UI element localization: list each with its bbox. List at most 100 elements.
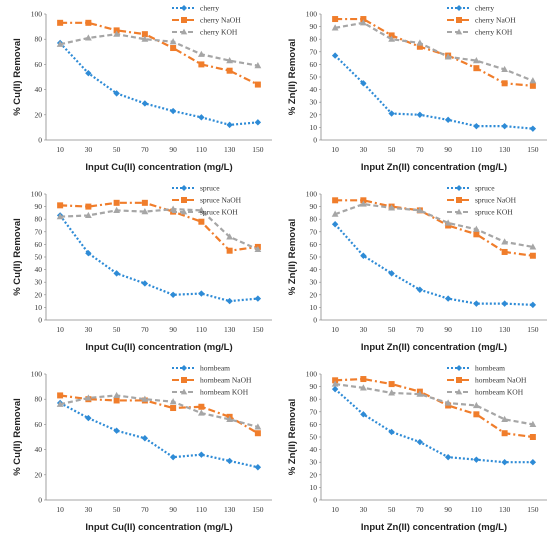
- data-point-square: [254, 81, 261, 88]
- y-tick-label: 80: [35, 215, 43, 224]
- data-point-triangle: [359, 19, 367, 26]
- legend-label: hornbeam NaOH: [200, 376, 252, 385]
- x-axis-label: Input Zn(II) concentration (mg/L): [361, 162, 507, 173]
- y-tick-label: 20: [310, 290, 318, 299]
- data-point-diamond: [360, 411, 367, 418]
- x-tick-label: 10: [56, 505, 64, 514]
- y-tick-label: 80: [35, 35, 43, 44]
- x-tick-label: 90: [444, 505, 452, 514]
- data-point-square: [529, 82, 536, 89]
- data-point-triangle: [472, 225, 480, 232]
- y-tick-label: 20: [310, 470, 318, 479]
- data-point-square: [57, 392, 64, 399]
- data-point-square: [226, 247, 233, 254]
- y-tick-label: 10: [310, 483, 318, 492]
- data-point-square: [360, 376, 367, 383]
- data-point-diamond: [226, 121, 233, 129]
- data-point-triangle: [169, 205, 177, 212]
- x-tick-label: 90: [169, 325, 177, 334]
- x-tick-label: 70: [141, 505, 149, 514]
- y-tick-label: 60: [310, 420, 318, 429]
- y-tick-label: 20: [35, 290, 43, 299]
- data-point-triangle: [444, 399, 452, 406]
- y-tick-label: 0: [313, 136, 317, 145]
- y-tick-label: 100: [306, 370, 318, 379]
- y-tick-label: 60: [35, 240, 43, 249]
- data-point-square: [501, 248, 508, 255]
- data-point-diamond: [198, 114, 205, 121]
- data-point-square: [388, 32, 395, 39]
- y-tick-label: 40: [310, 445, 318, 454]
- data-point-diamond: [388, 270, 395, 277]
- x-tick-label: 10: [56, 145, 64, 154]
- data-point-diamond: [85, 250, 92, 257]
- y-axis-label: % Zn(II) Removal: [287, 219, 298, 296]
- data-point-square: [113, 397, 120, 404]
- data-point-square: [473, 411, 480, 418]
- y-tick-label: 100: [306, 190, 318, 199]
- series-line-0: [334, 388, 533, 464]
- chart-svg: 0 20 40 60 80 100 10 30 50 70 90 110 130 150 Input Cu(…: [12, 364, 272, 533]
- y-tick-label: 30: [310, 458, 318, 467]
- data-point-triangle: [416, 39, 424, 46]
- x-tick-label: 110: [471, 145, 482, 154]
- data-point-triangle: [113, 391, 121, 399]
- data-point-triangle: [56, 40, 64, 47]
- data-point-triangle: [331, 380, 339, 387]
- y-tick-label: 90: [310, 202, 318, 211]
- series-line-1: [335, 17, 533, 87]
- data-point-diamond: [254, 119, 262, 126]
- data-point-square: [198, 218, 205, 225]
- data-point-square: [85, 19, 92, 26]
- data-point-triangle: [56, 400, 64, 407]
- data-point-triangle: [331, 24, 339, 31]
- data-point-square: [332, 377, 339, 384]
- legend-label: cherry KOH: [475, 28, 513, 37]
- legend-label: cherry: [475, 4, 494, 13]
- chart-cherry-cu: 0 20 40 60 80 100 10 30 50 70 90 110 130 150 Input Cu(…: [0, 0, 275, 175]
- x-tick-label: 70: [416, 505, 424, 514]
- y-tick-label: 50: [310, 433, 318, 442]
- data-point-square: [57, 202, 64, 209]
- legend-marker-triangle: [455, 208, 463, 215]
- y-tick-label: 70: [310, 407, 318, 416]
- x-axis-label: Input Cu(II) concentration (mg/L): [85, 522, 232, 533]
- legend-marker-diamond: [181, 365, 187, 371]
- y-tick-label: 100: [31, 10, 43, 19]
- x-tick-label: 30: [360, 145, 368, 154]
- data-point-diamond: [473, 300, 480, 307]
- y-tick-label: 0: [313, 316, 317, 325]
- x-tick-label: 130: [499, 505, 511, 514]
- data-point-triangle: [56, 213, 64, 220]
- x-axis-label: Input Cu(II) concentration (mg/L): [85, 342, 232, 353]
- y-tick-label: 60: [310, 240, 318, 249]
- legend-label: hornbeam KOH: [475, 388, 524, 397]
- data-point-triangle: [388, 204, 396, 211]
- series-line-0: [334, 223, 533, 306]
- data-point-diamond: [501, 459, 508, 466]
- x-tick-label: 130: [224, 325, 236, 334]
- legend-marker-diamond: [456, 5, 462, 11]
- y-tick-label: 20: [35, 110, 43, 119]
- x-tick-label: 150: [527, 505, 539, 514]
- y-tick-label: 10: [310, 303, 318, 312]
- y-tick-label: 90: [35, 202, 43, 211]
- legend-label: cherry NaOH: [475, 16, 516, 25]
- x-tick-label: 30: [85, 325, 93, 334]
- data-point-triangle: [197, 206, 205, 213]
- data-point-diamond: [416, 286, 424, 293]
- data-point-triangle: [226, 57, 234, 64]
- chart-svg: 0 10 20 30 40 50 60 70 80 90 100 10 30 50 70 90 110 130 15…: [287, 184, 547, 353]
- x-tick-label: 10: [331, 505, 339, 514]
- y-tick-label: 90: [310, 22, 318, 31]
- data-point-diamond: [360, 252, 367, 259]
- x-tick-label: 50: [388, 325, 396, 334]
- data-point-square: [360, 16, 367, 23]
- data-point-triangle: [113, 30, 121, 37]
- y-tick-label: 40: [310, 85, 318, 94]
- data-point-triangle: [359, 384, 367, 391]
- data-point-square: [198, 61, 205, 68]
- data-point-triangle: [359, 200, 367, 207]
- legend-marker-triangle: [180, 208, 188, 215]
- legend-marker-triangle: [180, 28, 188, 35]
